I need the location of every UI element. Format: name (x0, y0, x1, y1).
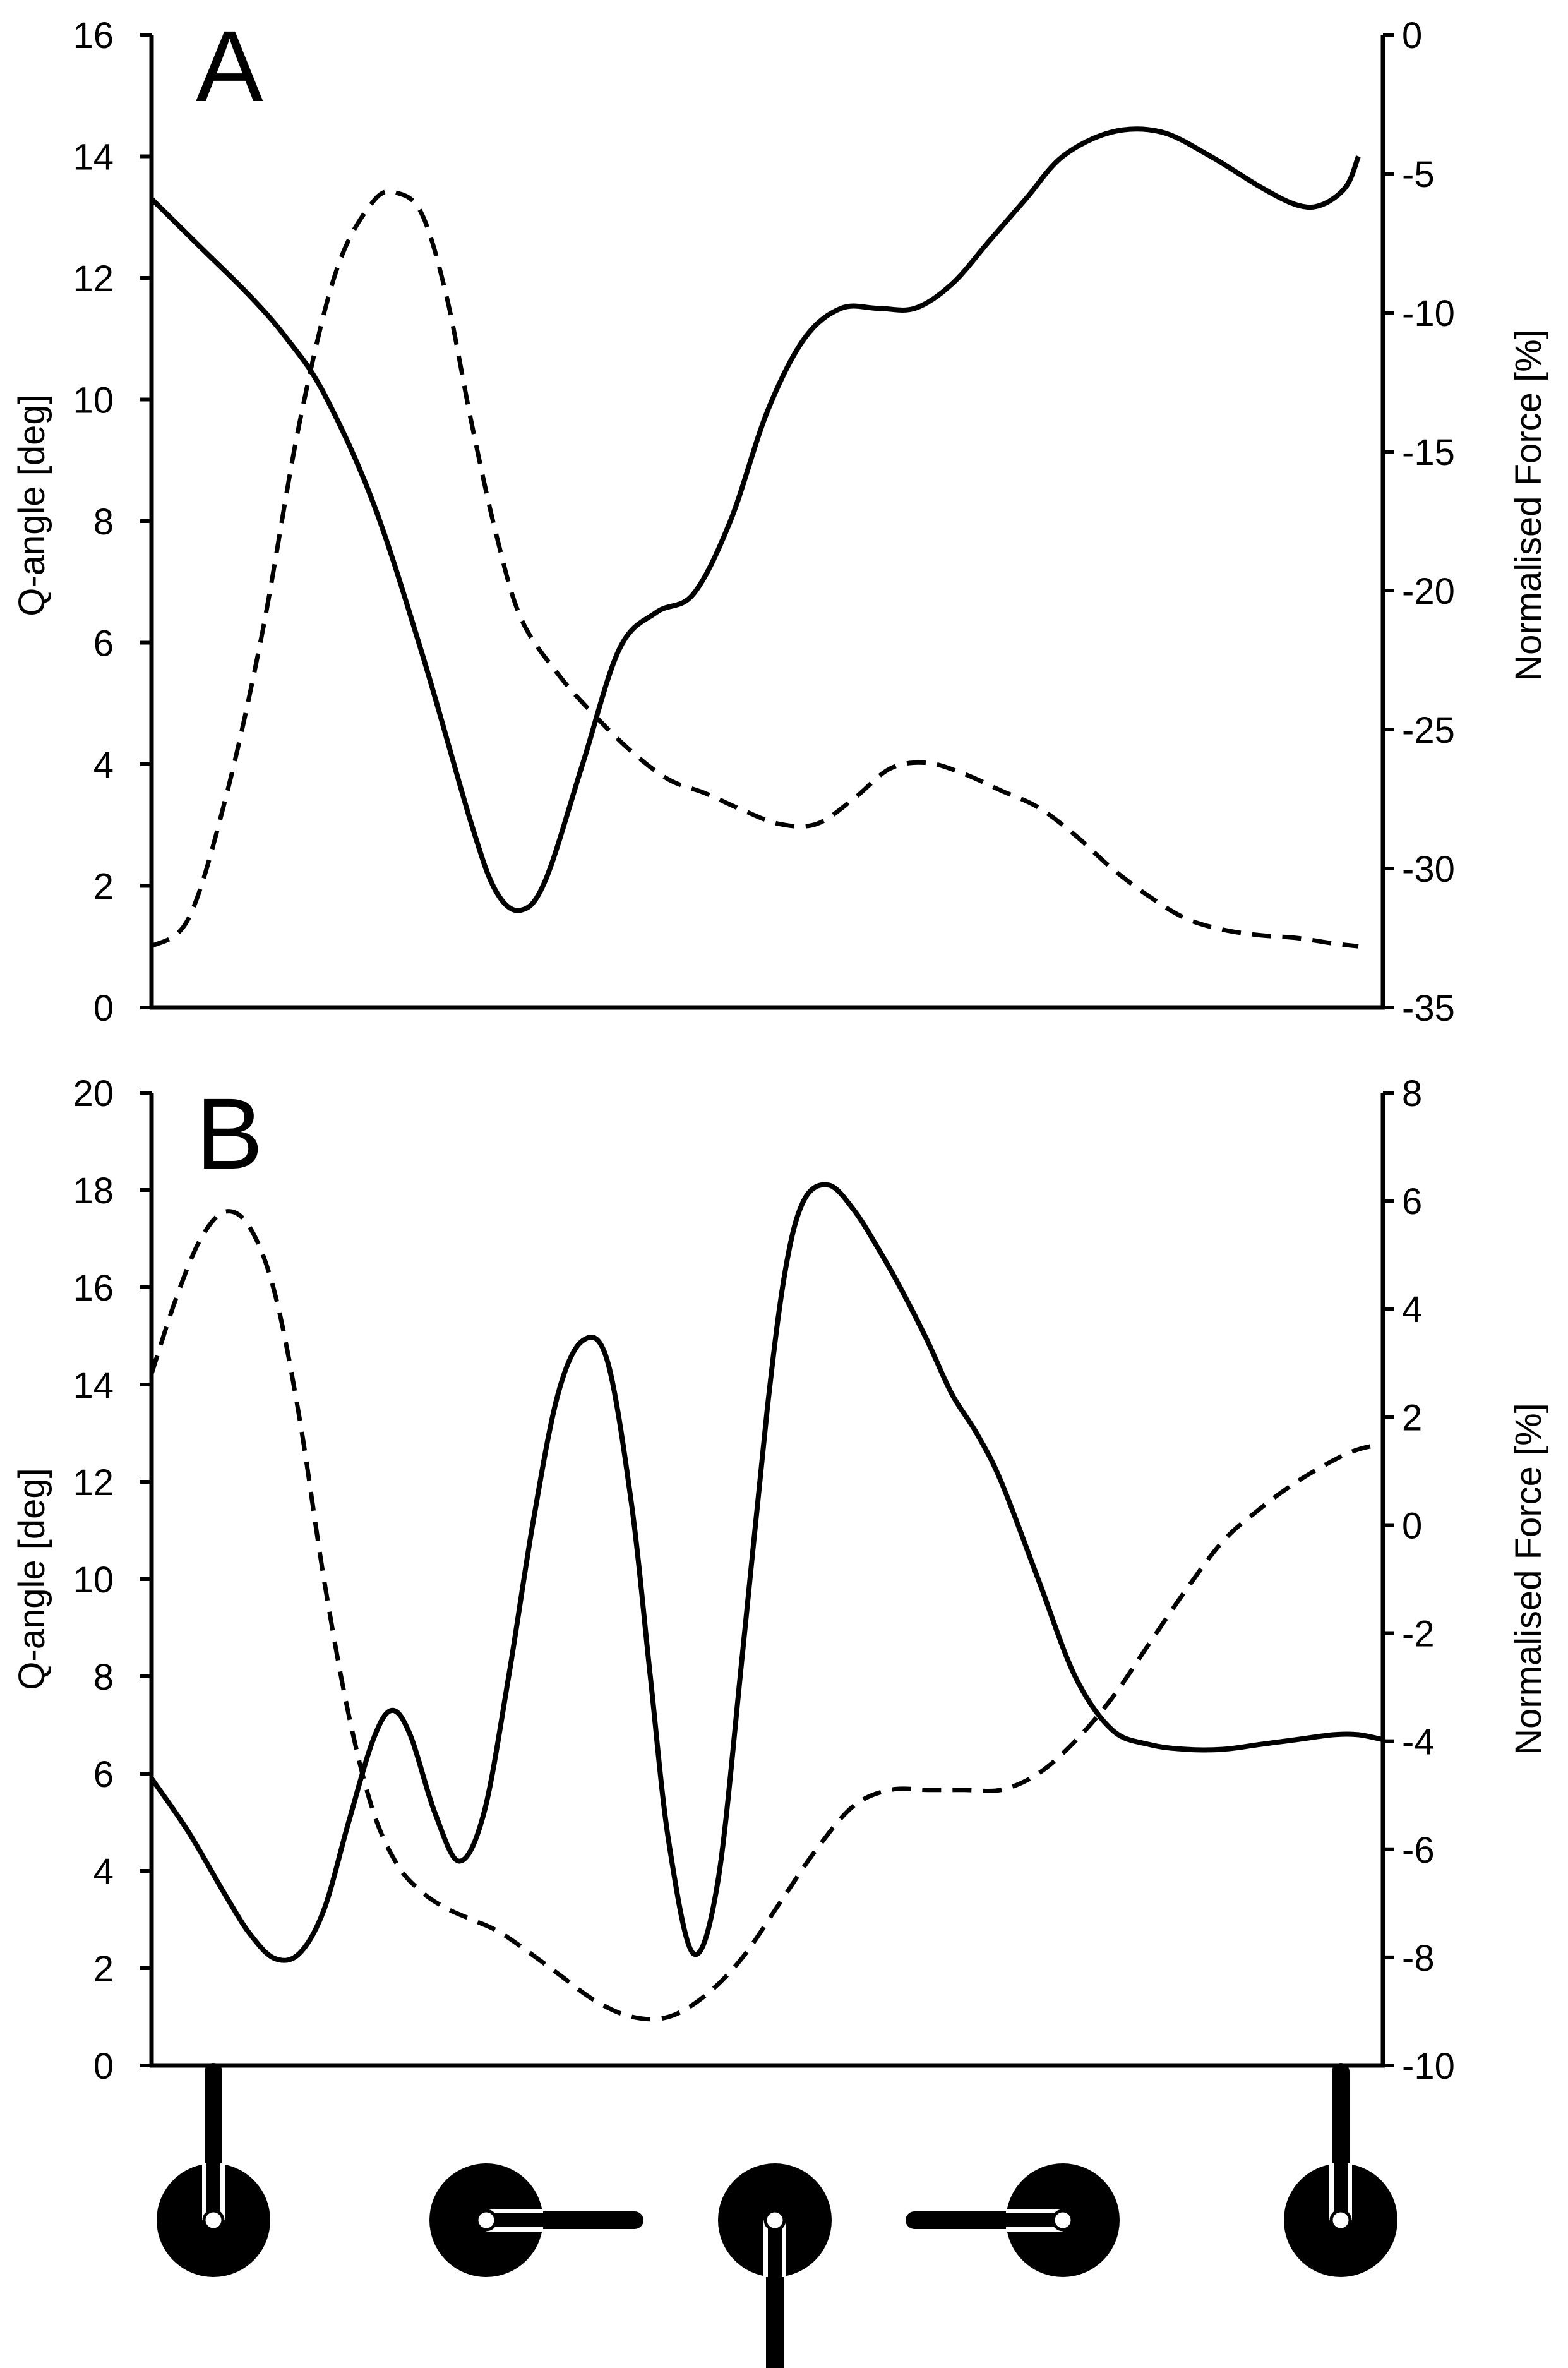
crank-icon-top-dead-centre-end (1284, 2063, 1397, 2277)
panel-a-left-tick-label: 0 (93, 988, 114, 1029)
panel-a-right-tick-label: -25 (1402, 710, 1455, 751)
panel-a-left-tick-label: 16 (73, 15, 114, 56)
crank-icon-backward-horizontal (906, 2163, 1120, 2277)
panel-a-left-axis-title: Q-angle [deg] (11, 394, 52, 616)
panel-a-left-tick-label: 6 (93, 623, 114, 664)
crank-icon-bottom-dead-centre (718, 2163, 832, 2368)
panel-a-right-tick-label: 0 (1402, 15, 1422, 56)
crank-axle (475, 2209, 498, 2232)
panel-b-force-line (149, 1209, 1384, 2022)
panel-a-right-axis-title: Normalised Force [%] (1508, 329, 1549, 682)
crank-position-row (157, 2063, 1397, 2368)
panel-b-right-tick-label: -8 (1402, 1938, 1435, 1979)
panel-b-left-tick-label: 18 (73, 1170, 114, 1211)
panel-a: A Q-angle [deg] Normalised Force [%] 0 2 4… (11, 9, 1549, 1029)
panel-b-q-angle-line (149, 1182, 1384, 1963)
panel-b-left-axis-title: Q-angle [deg] (11, 1468, 52, 1690)
crank-icon-forward-horizontal (429, 2163, 643, 2277)
panel-b-axes: 0 2 4 6 8 10 12 14 16 18 20 -10 -8 -6 -4 -2 0 2 4 6 8 (73, 1073, 1454, 2087)
panel-b-left-tick-label: 4 (93, 1851, 114, 1892)
panel-a-right-tick-label: -30 (1402, 849, 1455, 890)
panel-b-left-tick-label: 0 (93, 2046, 114, 2087)
panel-b-left-tick-label: 10 (73, 1560, 114, 1601)
panel-b-right-tick-label: -2 (1402, 1614, 1435, 1655)
panel-b-right-tick-label: -10 (1402, 2046, 1455, 2087)
panel-b-right-tick-label: 6 (1402, 1181, 1422, 1222)
panel-b-right-tick-label: 8 (1402, 1073, 1422, 1114)
panel-a-lines (150, 126, 1361, 949)
panel-b-left-tick-label: 12 (73, 1462, 114, 1503)
panel-a-right-tick-label: -15 (1402, 432, 1455, 473)
panel-b-right-tick-label: 0 (1402, 1505, 1422, 1546)
panel-a-right-tick-label: -5 (1402, 154, 1435, 195)
panel-b-left-tick-label: 14 (73, 1365, 114, 1406)
crank-axle (763, 2209, 786, 2232)
panel-a-right-tick-label: -10 (1402, 293, 1455, 334)
panel-b-right-tick-label: 2 (1402, 1397, 1422, 1438)
panel-b-right-axis-title: Normalised Force [%] (1508, 1403, 1549, 1755)
panel-a-left-tick-label: 10 (73, 380, 114, 421)
panel-b-left-tick-label: 6 (93, 1754, 114, 1795)
panel-a-left-tick-label: 12 (73, 258, 114, 299)
panel-a-label: A (196, 9, 263, 123)
panel-a-left-tick-label: 14 (73, 137, 114, 178)
panel-b-label: B (196, 1077, 263, 1190)
crank-axle (202, 2209, 225, 2232)
panel-b-right-tick-label: -6 (1402, 1830, 1435, 1871)
crank-axle (1329, 2209, 1352, 2232)
panel-a-left-tick-label: 4 (93, 745, 114, 786)
panel-a-left-tick-label: 8 (93, 502, 114, 543)
panel-a-right-tick-label: -20 (1402, 571, 1455, 612)
panel-a-right-tick-label: -35 (1402, 988, 1455, 1029)
panel-b: B Q-angle [deg] Normalised Force [%] 0 2 4… (11, 1073, 1549, 2087)
panel-a-q-angle-line (150, 126, 1361, 913)
panel-b-left-tick-label: 16 (73, 1268, 114, 1309)
panel-a-force-line (150, 189, 1359, 949)
panel-a-axes: 0 2 4 6 8 10 12 14 16 -35 -30 -25 -20 -15 -10 -5 0 (73, 15, 1454, 1029)
panel-b-lines (149, 1182, 1384, 2022)
crank-axle (1051, 2209, 1074, 2232)
panel-b-right-tick-label: -4 (1402, 1722, 1435, 1763)
panel-b-left-tick-label: 8 (93, 1657, 114, 1698)
panel-b-left-tick-label: 2 (93, 1949, 114, 1990)
panel-b-left-tick-label: 20 (73, 1073, 114, 1114)
panel-a-left-tick-label: 2 (93, 867, 114, 908)
crank-icon-top-dead-centre (157, 2063, 270, 2277)
panel-b-right-tick-label: 4 (1402, 1289, 1422, 1330)
